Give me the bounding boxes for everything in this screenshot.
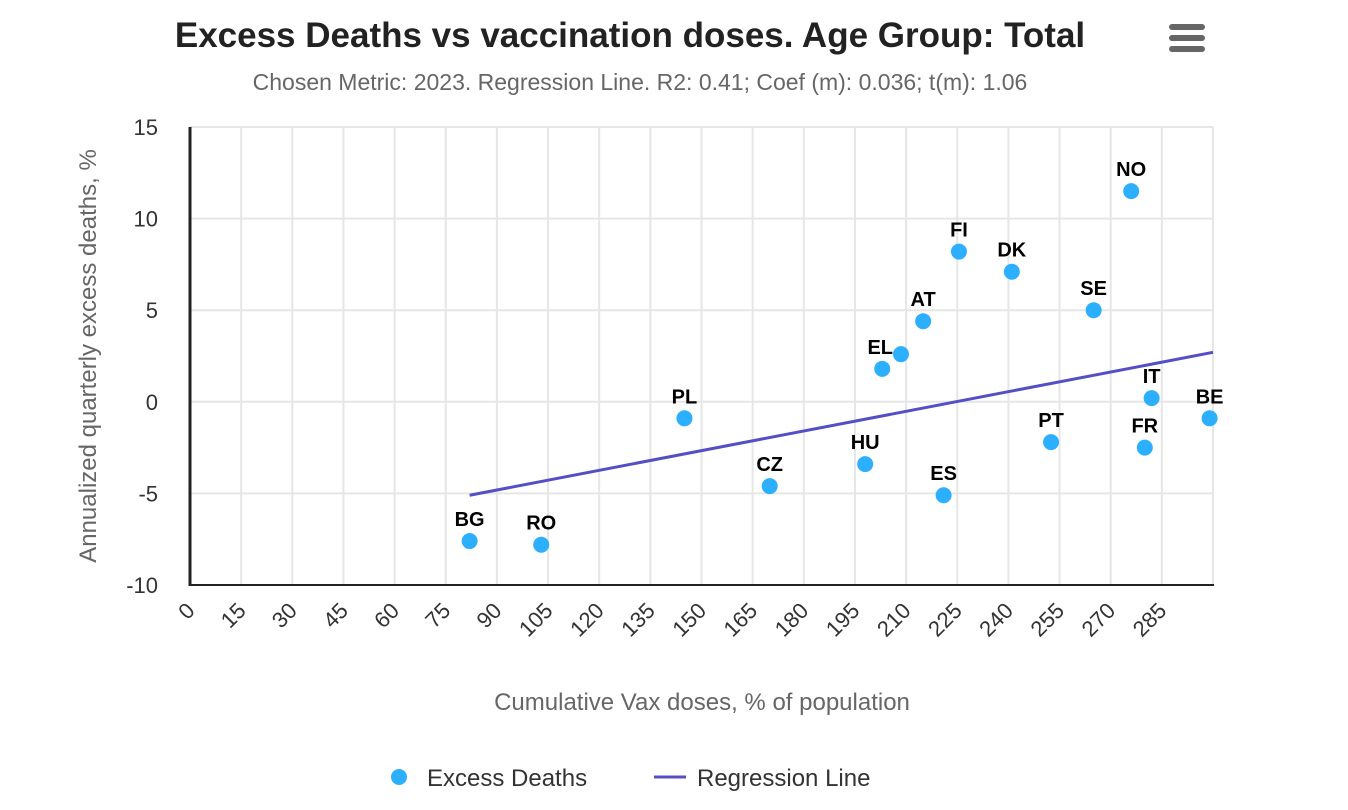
x-tick-label: 30 xyxy=(267,598,302,633)
point-marker xyxy=(1143,390,1160,407)
x-axis-ticks: 0 15 30 45 60 75 90 105 120 135 150 165 180 195 210 225… xyxy=(173,598,1171,642)
y-tick-label: 0 xyxy=(146,390,158,415)
point-marker xyxy=(533,536,550,553)
data-point-pl[interactable]: PL xyxy=(672,386,698,427)
point-label: BE xyxy=(1196,386,1224,408)
point-marker xyxy=(935,487,952,504)
point-marker xyxy=(1123,183,1140,200)
x-tick-label: 165 xyxy=(719,598,763,642)
point-label: RO xyxy=(526,513,556,535)
x-tick-label: 105 xyxy=(514,598,558,642)
x-tick-label: 195 xyxy=(821,598,865,642)
menu-icon[interactable] xyxy=(1169,24,1205,52)
point-label: FI xyxy=(950,220,968,242)
point-label: AT xyxy=(911,289,936,311)
x-tick-label: 75 xyxy=(420,598,455,633)
point-marker xyxy=(761,478,778,495)
x-tick-label: 135 xyxy=(616,598,660,642)
x-tick-label: 210 xyxy=(872,598,916,642)
regression-line xyxy=(469,350,1214,497)
point-marker xyxy=(676,410,693,427)
point-marker xyxy=(1136,439,1153,456)
data-point-es[interactable]: ES xyxy=(930,463,957,504)
point-label: IT xyxy=(1143,366,1161,388)
x-tick-label: 120 xyxy=(565,598,609,642)
x-tick-label: 0 xyxy=(173,598,199,624)
point-label: EL xyxy=(867,337,893,359)
y-axis-ticks: -10 -5 0 5 10 15 xyxy=(126,115,158,598)
point-marker xyxy=(1085,302,1102,319)
data-point-it[interactable]: IT xyxy=(1143,366,1161,407)
point-marker xyxy=(1003,263,1020,280)
data-point-cz[interactable]: CZ xyxy=(756,454,783,495)
data-point-be[interactable]: BE xyxy=(1196,386,1224,427)
data-point-pt[interactable]: PT xyxy=(1038,410,1064,451)
legend: Excess Deaths Regression Line xyxy=(391,765,870,792)
data-point-unlabeled[interactable] xyxy=(892,346,909,363)
chart-subtitle: Chosen Metric: 2023. Regression Line. R2… xyxy=(253,69,1028,95)
data-point-no[interactable]: NO xyxy=(1116,159,1146,200)
x-tick-label: 60 xyxy=(369,598,404,633)
y-axis-title: Annualized quarterly excess deaths, % xyxy=(75,149,102,563)
point-marker xyxy=(1043,434,1060,451)
legend-item-regression-line[interactable]: Regression Line xyxy=(654,765,870,792)
legend-label: Regression Line xyxy=(697,765,870,792)
legend-item-excess-deaths[interactable]: Excess Deaths xyxy=(391,765,587,792)
point-label: ES xyxy=(930,463,957,485)
point-label: NO xyxy=(1116,159,1146,181)
point-label: PL xyxy=(672,386,698,408)
x-tick-label: 180 xyxy=(770,598,814,642)
regression-series xyxy=(469,350,1214,497)
x-tick-label: 225 xyxy=(923,598,967,642)
data-point-at[interactable]: AT xyxy=(911,289,936,330)
point-marker xyxy=(461,533,478,550)
point-label: DK xyxy=(997,240,1026,262)
x-axis-title: Cumulative Vax doses, % of population xyxy=(494,689,910,716)
y-tick-label: 5 xyxy=(146,298,158,323)
point-marker xyxy=(1201,410,1218,427)
legend-label: Excess Deaths xyxy=(427,765,587,792)
point-label: CZ xyxy=(756,454,783,476)
point-marker xyxy=(915,313,932,330)
x-tick-label: 240 xyxy=(974,598,1018,642)
x-tick-label: 255 xyxy=(1025,598,1069,642)
data-point-el[interactable]: EL xyxy=(867,337,893,377)
x-tick-label: 285 xyxy=(1128,598,1172,642)
y-tick-label: 15 xyxy=(134,115,158,140)
data-point-dk[interactable]: DK xyxy=(997,240,1027,280)
grid xyxy=(189,126,1214,586)
data-point-hu[interactable]: HU xyxy=(851,432,880,473)
x-tick-label: 45 xyxy=(318,598,353,633)
y-tick-label: -10 xyxy=(126,573,158,598)
x-tick-label: 270 xyxy=(1077,598,1121,642)
data-point-se[interactable]: SE xyxy=(1080,278,1107,319)
point-label: BG xyxy=(455,509,485,531)
x-tick-label: 90 xyxy=(471,598,506,633)
data-point-ro[interactable]: RO xyxy=(526,513,556,553)
point-marker xyxy=(874,360,891,377)
point-label: FR xyxy=(1131,416,1158,438)
data-point-fi[interactable]: FI xyxy=(950,220,968,260)
x-tick-label: 15 xyxy=(216,598,251,633)
x-tick-label: 150 xyxy=(667,598,711,642)
point-marker xyxy=(892,346,909,363)
y-tick-label: -5 xyxy=(138,481,158,506)
point-label: PT xyxy=(1038,410,1064,432)
data-point-fr[interactable]: FR xyxy=(1131,416,1159,456)
point-marker xyxy=(857,456,874,473)
legend-marker xyxy=(391,769,407,785)
point-label: HU xyxy=(851,432,880,454)
chart-title: Excess Deaths vs vaccination doses. Age … xyxy=(175,16,1085,55)
data-point-bg[interactable]: BG xyxy=(455,509,485,550)
excess-deaths-series: BG RO PL CZ HU EL AT ES FI DK PT SE NO IT FR BE xyxy=(455,159,1224,553)
point-label: SE xyxy=(1080,278,1107,300)
y-tick-label: 10 xyxy=(134,207,158,232)
point-marker xyxy=(950,243,967,260)
